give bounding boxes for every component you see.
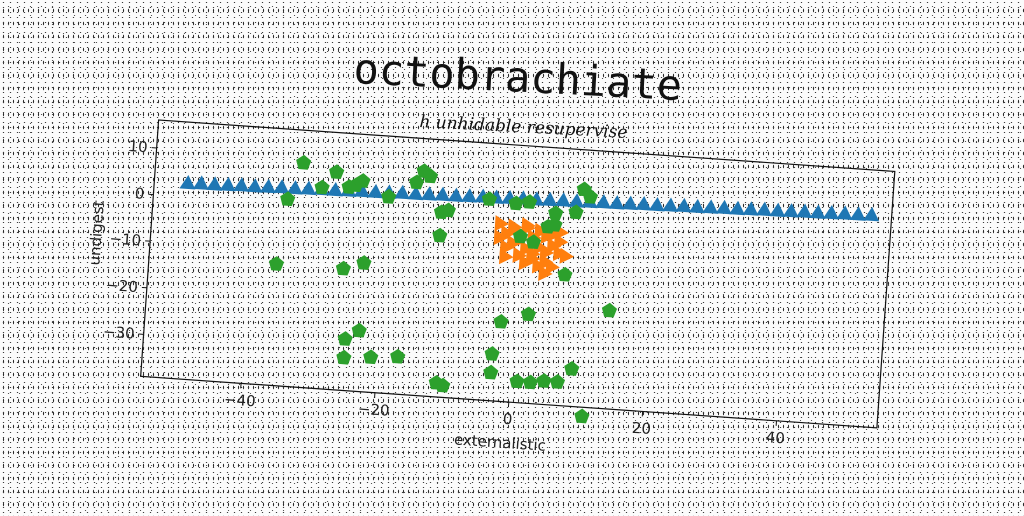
data-point <box>260 178 277 193</box>
data-point <box>296 154 312 170</box>
data-point <box>273 179 290 194</box>
data-point <box>702 199 719 214</box>
data-point <box>635 195 652 210</box>
data-point <box>520 306 536 322</box>
x-tick-label: 20 <box>631 419 651 438</box>
data-point <box>483 364 499 379</box>
data-point <box>327 181 344 196</box>
data-point <box>432 227 448 243</box>
data-point <box>574 408 590 424</box>
x-axis-label: externalistic <box>453 430 546 454</box>
data-point <box>689 198 706 213</box>
data-point <box>367 183 384 198</box>
data-point <box>850 206 867 221</box>
data-point <box>336 349 352 365</box>
data-point <box>300 180 317 195</box>
data-point <box>268 256 284 272</box>
data-point <box>390 348 406 364</box>
data-point <box>356 255 372 271</box>
data-point <box>549 374 565 390</box>
data-point <box>434 186 451 201</box>
y-tick-label: −20 <box>106 276 139 296</box>
data-point <box>337 331 353 347</box>
x-tick-label: 0 <box>502 410 513 429</box>
y-axis-label: undigest <box>85 200 108 266</box>
data-point <box>536 373 552 389</box>
data-point <box>557 266 573 281</box>
data-point <box>363 349 379 364</box>
data-point <box>381 188 397 204</box>
data-point <box>335 260 351 276</box>
x-tick-label: −20 <box>357 400 390 420</box>
data-point <box>493 313 509 328</box>
data-point <box>233 177 250 192</box>
data-point <box>608 195 625 210</box>
data-point <box>541 191 558 206</box>
data-point <box>796 203 813 218</box>
data-point <box>783 203 800 218</box>
data-point <box>509 373 525 388</box>
data-point <box>769 202 786 217</box>
data-point <box>622 195 639 210</box>
y-axis: 10 0 −10 −20 −30 <box>102 136 157 343</box>
data-point <box>560 248 575 265</box>
data-point <box>351 322 367 337</box>
data-point <box>823 204 840 219</box>
data-point <box>328 164 344 180</box>
data-point <box>220 176 237 191</box>
data-point <box>461 188 478 203</box>
y-tick-label: −10 <box>109 229 142 249</box>
data-point <box>522 374 538 389</box>
data-point <box>863 206 880 221</box>
data-point <box>555 192 572 207</box>
data-point <box>836 205 853 220</box>
y-tick-label: 0 <box>134 184 145 203</box>
data-point <box>421 186 438 201</box>
data-point <box>756 201 773 216</box>
data-point <box>193 175 210 190</box>
y-tick-label: 10 <box>128 137 148 156</box>
data-point <box>729 200 746 215</box>
data-point <box>448 187 465 202</box>
data-point <box>564 360 580 376</box>
data-point <box>676 197 693 212</box>
data-point <box>179 174 196 189</box>
x-tick-label: 40 <box>765 428 785 447</box>
data-point <box>662 197 679 212</box>
data-point <box>743 201 760 216</box>
data-point <box>206 176 223 191</box>
data-point <box>484 346 500 361</box>
data-point <box>601 302 617 317</box>
data-point <box>649 196 666 211</box>
x-tick-label: −40 <box>223 390 256 410</box>
data-point <box>394 184 411 199</box>
data-point <box>810 204 827 219</box>
y-tick-label: −30 <box>102 323 135 343</box>
data-point <box>716 199 733 214</box>
data-point <box>246 178 263 193</box>
